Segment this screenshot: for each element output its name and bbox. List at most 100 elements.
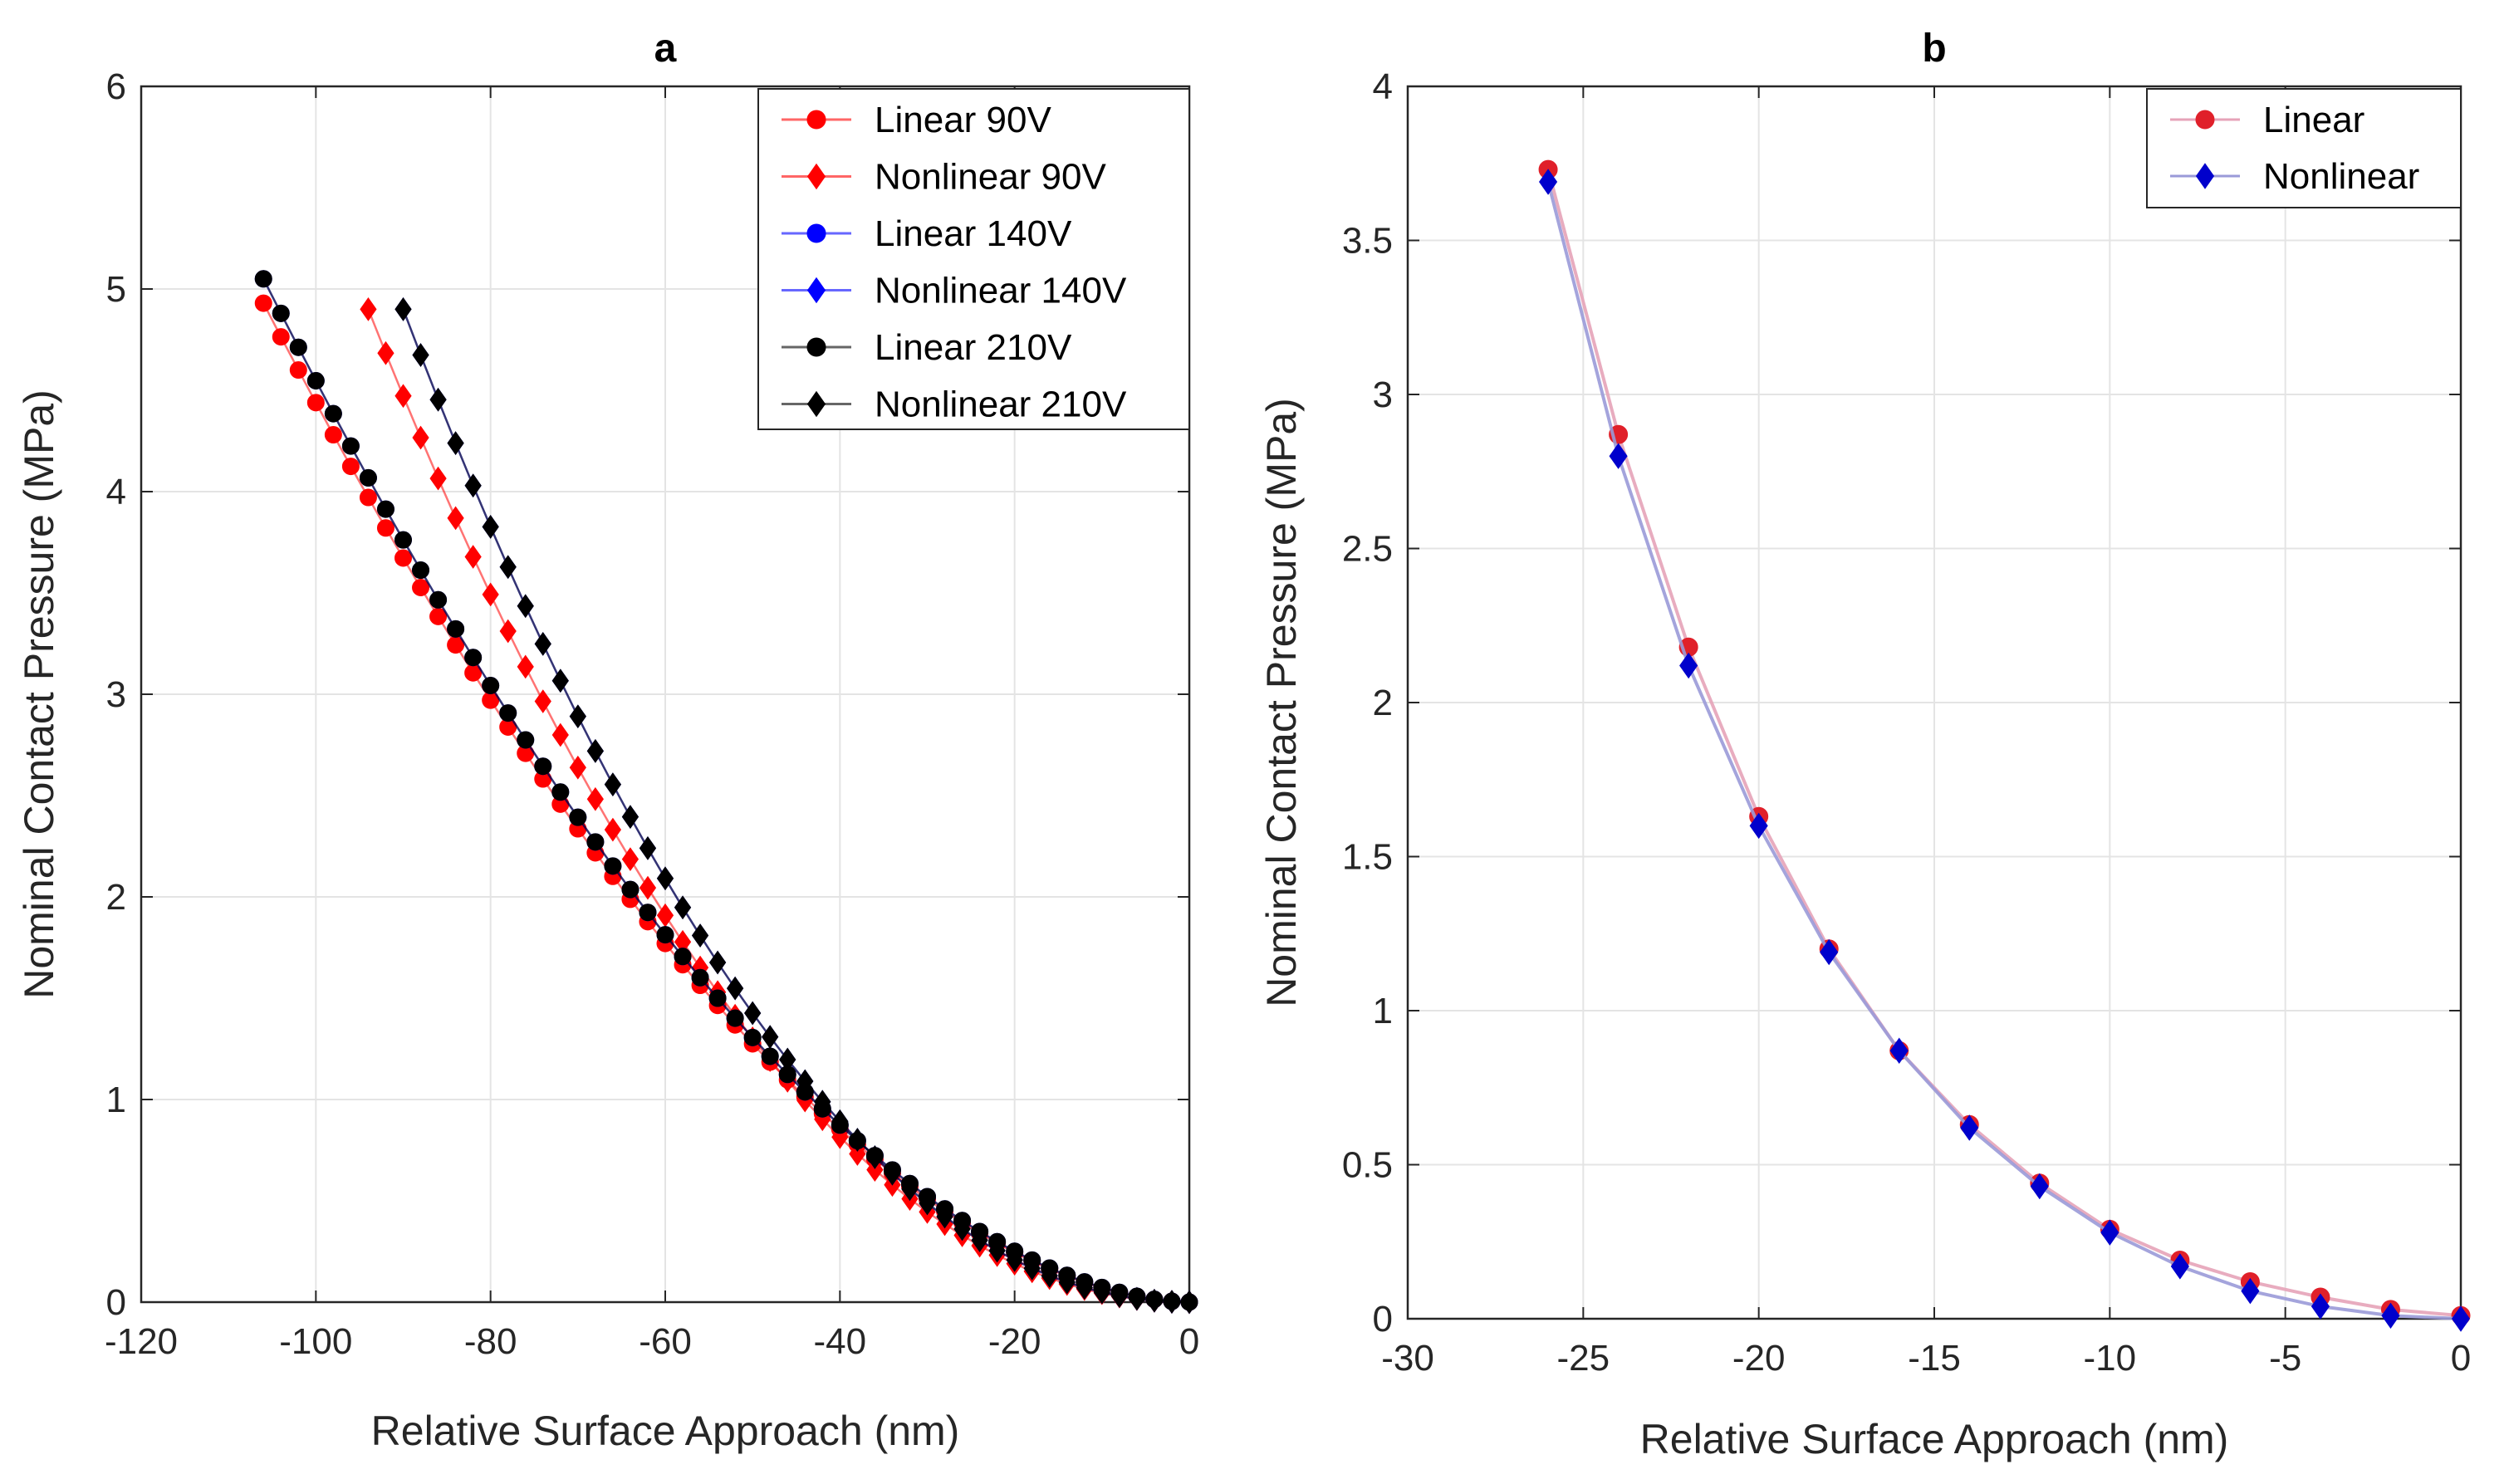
data-point-diamond [499,555,517,580]
data-point-diamond [953,1217,971,1242]
y-tick-label: 1 [1373,991,1393,1031]
data-point [586,833,605,851]
data-point-diamond [2030,1173,2049,1200]
legend-label: Nonlinear 140V [875,271,1127,311]
x-axis-label: Relative Surface Approach (nm) [371,1408,960,1454]
x-tick-label: -60 [639,1321,692,1362]
data-point-diamond [866,1145,884,1169]
x-tick-label: -20 [1732,1338,1786,1379]
data-point-diamond [814,1090,831,1114]
legend-marker [806,337,826,357]
data-point [359,468,377,487]
legend-marker [806,223,826,243]
data-point-diamond [708,950,727,975]
data-point-diamond [919,1191,936,1216]
x-tick-label: -10 [2084,1338,2137,1379]
y-tick-label: 2 [1373,683,1393,723]
data-point-diamond [656,866,674,891]
data-point-diamond [691,923,709,948]
data-point-diamond [1820,938,1839,966]
x-tick-label: 0 [1179,1321,1199,1362]
data-point-diamond [1110,1284,1128,1308]
data-point [639,904,657,922]
series-line [1546,169,2462,1318]
data-point-diamond [1180,1290,1198,1315]
data-point [412,578,430,596]
data-point-diamond [779,1047,796,1072]
data-point-diamond [551,669,569,693]
data-point [517,731,535,749]
data-point [464,649,483,667]
data-point [482,677,500,695]
data-point-diamond [464,473,482,498]
legend-label: Linear 140V [875,213,1072,254]
data-point-diamond [884,1161,901,1186]
data-point [569,808,587,826]
data-point-diamond [604,817,622,842]
data-point [359,488,377,507]
data-point-diamond [429,387,447,412]
data-point [499,704,517,722]
data-point-diamond [2451,1305,2471,1332]
data-point [691,968,709,987]
data-point-diamond [377,340,394,365]
data-point-diamond [1163,1290,1181,1314]
data-point-diamond [727,976,744,1001]
data-point-diamond [936,1204,953,1229]
y-tick-label: 2.5 [1342,529,1393,570]
data-point [621,880,640,899]
data-point-diamond [586,786,604,811]
data-point [254,294,272,312]
y-axis-label: Nominal Contact Pressure (MPa) [1258,398,1305,1007]
legend-label: Linear [2263,100,2364,140]
data-point-diamond [849,1128,866,1152]
data-point-diamond [1960,1114,1979,1141]
chart-title: a [654,27,677,71]
data-point-diamond [1749,812,1768,840]
data-point-diamond [988,1238,1006,1263]
data-point-diamond [534,689,551,713]
data-point-diamond [517,654,534,679]
y-tick-label: 3.5 [1342,221,1393,262]
data-point [656,926,674,944]
data-point-diamond [831,1109,849,1134]
data-point [412,561,430,580]
y-tick-label: 1 [106,1080,126,1120]
data-point [306,394,325,412]
data-point-diamond [796,1069,814,1094]
legend-label: Linear 90V [875,100,1051,140]
data-point [551,783,570,801]
data-point-diamond [762,1025,779,1050]
y-axis-label: Nominal Contact Pressure (MPa) [16,389,62,999]
data-point-diamond [394,297,412,321]
data-point [306,371,325,389]
data-point [376,500,394,518]
data-point [726,1009,744,1027]
data-point-diamond [1679,652,1698,679]
data-point-diamond [482,515,499,539]
data-point [272,304,290,322]
data-point-diamond [1128,1286,1146,1311]
data-point-diamond [412,343,429,367]
data-point-diamond [621,805,640,830]
data-point-diamond [1889,1037,1909,1064]
x-tick-label: -5 [2269,1338,2301,1379]
x-tick-label: -15 [1908,1338,1961,1379]
data-point-diamond [447,506,464,531]
data-point-diamond [464,545,482,569]
data-point [376,519,394,537]
series-nonlinear-210v [394,297,1198,1315]
chart-title: b [1922,27,1946,71]
data-point-diamond [604,772,622,797]
data-point-diamond [1145,1288,1164,1313]
y-tick-label: 0.5 [1342,1145,1393,1186]
data-point-diamond [517,594,534,619]
x-tick-label: -40 [814,1321,867,1362]
data-point-diamond [1609,443,1628,469]
legend-label: Nonlinear 90V [875,157,1106,198]
data-point-diamond [1093,1280,1110,1305]
y-tick-label: 5 [106,269,126,310]
legend-label: Linear 210V [875,327,1072,368]
legend-marker [2195,110,2215,130]
